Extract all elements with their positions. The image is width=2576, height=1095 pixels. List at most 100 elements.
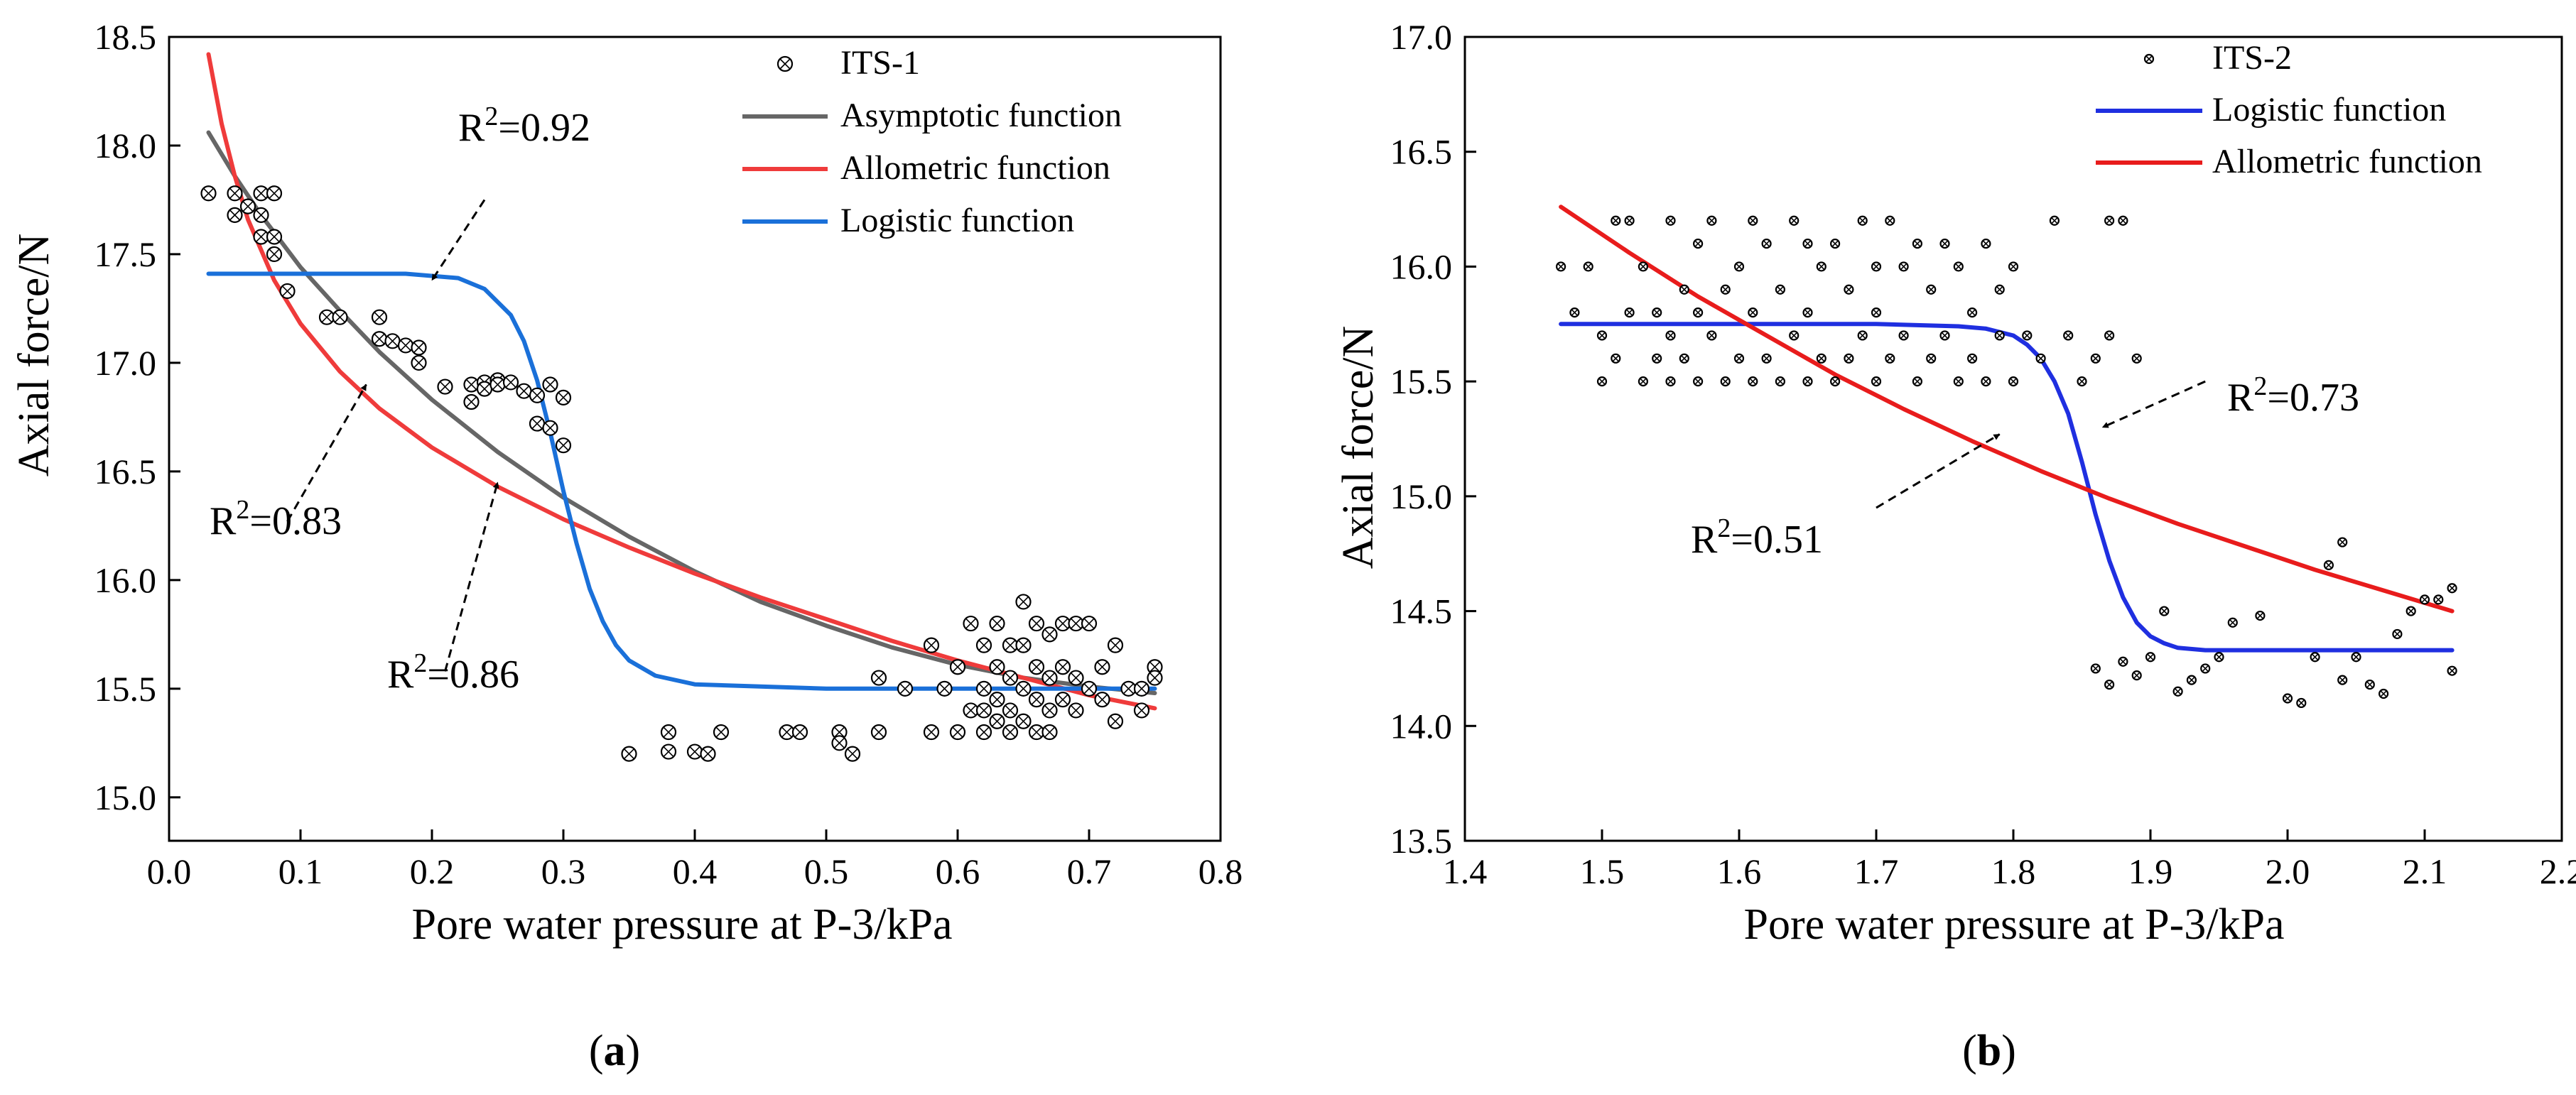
point-cross [1031,694,1042,705]
point-cross [1653,355,1660,362]
point-cross [833,737,845,748]
r-squared-annotation: R2=0.73 [2101,371,2359,429]
legend-label: Allometric function [840,149,1110,187]
point-cross [255,209,267,221]
data-point [2379,688,2389,699]
x-tick-label: 1.5 [1580,851,1625,891]
data-point [253,229,269,245]
y-tick-label: 14.5 [1390,592,1453,631]
data-point [1802,238,1813,249]
point-cross [1694,378,1701,385]
r-squared-annotation: R2=0.83 [210,383,367,543]
data-point [1665,215,1676,226]
data-point [253,185,269,202]
point-cross [1941,240,1949,247]
annotation-label: R2=0.86 [387,648,519,697]
data-point [700,746,716,762]
point-cross [2133,355,2141,362]
data-point [1775,284,1785,295]
data-point [2282,693,2293,704]
data-point [1748,376,1758,387]
y-tick-label: 16.5 [94,452,157,491]
legend-label: ITS-2 [2212,39,2292,77]
data-point [1054,615,1071,632]
point-cross [2119,217,2127,224]
point-cross [1070,704,1082,716]
point-cross [242,201,254,212]
data-point [2337,675,2348,685]
data-point [1789,330,1800,341]
data-point [844,746,861,762]
data-point [1748,307,1758,318]
point-cross [518,386,530,397]
point-cross [465,396,477,408]
point-cross [1708,217,1716,224]
annotation-label: R2=0.92 [458,102,590,150]
data-point [2255,610,2266,621]
point-cross [1044,704,1056,716]
data-point [989,659,1005,675]
legend-marker-cross [779,58,791,70]
annotation-arrow [431,199,486,281]
point-cross [1736,263,1743,271]
point-cross [386,335,399,347]
point-cross [1982,240,1990,247]
data-point [1857,215,1868,226]
point-cross [1598,332,1606,339]
point-cross [1681,355,1688,362]
point-cross [2311,653,2319,661]
data-point [384,333,401,349]
point-cross [1996,286,2003,293]
logistic-function-curve [206,271,1157,691]
point-cross [413,342,425,354]
data-point [1967,307,1978,318]
data-point [1720,284,1731,295]
x-tick-label: 1.7 [1854,851,1899,891]
point-cross [1858,332,1866,339]
data-point [1802,376,1813,387]
allometric-function-curve [1559,205,2455,614]
panel-label: (a) [589,1027,640,1075]
point-cross [374,333,385,344]
point-cross [1096,694,1108,705]
point-cross [2064,332,2072,339]
point-cross [1005,704,1016,716]
point-cross [229,187,241,199]
data-point [831,735,848,751]
point-cross [1955,378,1962,385]
point-cross [1044,672,1056,684]
x-axis-label: Pore water pressure at P-3/kPa [1743,900,2284,949]
data-point [2172,686,2183,697]
point-cross [2133,672,2141,679]
point-cross [1873,263,1880,271]
data-point [1638,376,1648,387]
data-point [2337,537,2348,548]
data-point [2104,215,2115,226]
data-point [542,376,558,393]
point-cross [2393,631,2401,638]
data-point [1693,238,1704,249]
r-squared-annotation: R2=0.86 [387,481,519,697]
point-cross [1982,378,1990,385]
point-cross [938,683,951,694]
data-point [1830,238,1841,249]
data-point [1015,680,1032,697]
data-point [1041,702,1058,719]
point-cross [1005,672,1016,684]
data-point [1830,376,1841,387]
data-point [266,229,283,245]
data-point [1583,261,1593,272]
point-cross [492,378,504,391]
data-point [1652,307,1662,318]
data-point [975,680,992,697]
data-point [1679,353,1689,364]
data-point [975,724,992,741]
x-tick-label: 0.5 [804,851,849,891]
x-tick-label: 0.6 [936,851,980,891]
data-point [1871,307,1882,318]
data-point [1081,680,1098,697]
annotation-arrow [286,383,367,523]
point-cross [413,357,425,369]
point-cross [2380,690,2387,697]
data-point [1556,261,1566,272]
